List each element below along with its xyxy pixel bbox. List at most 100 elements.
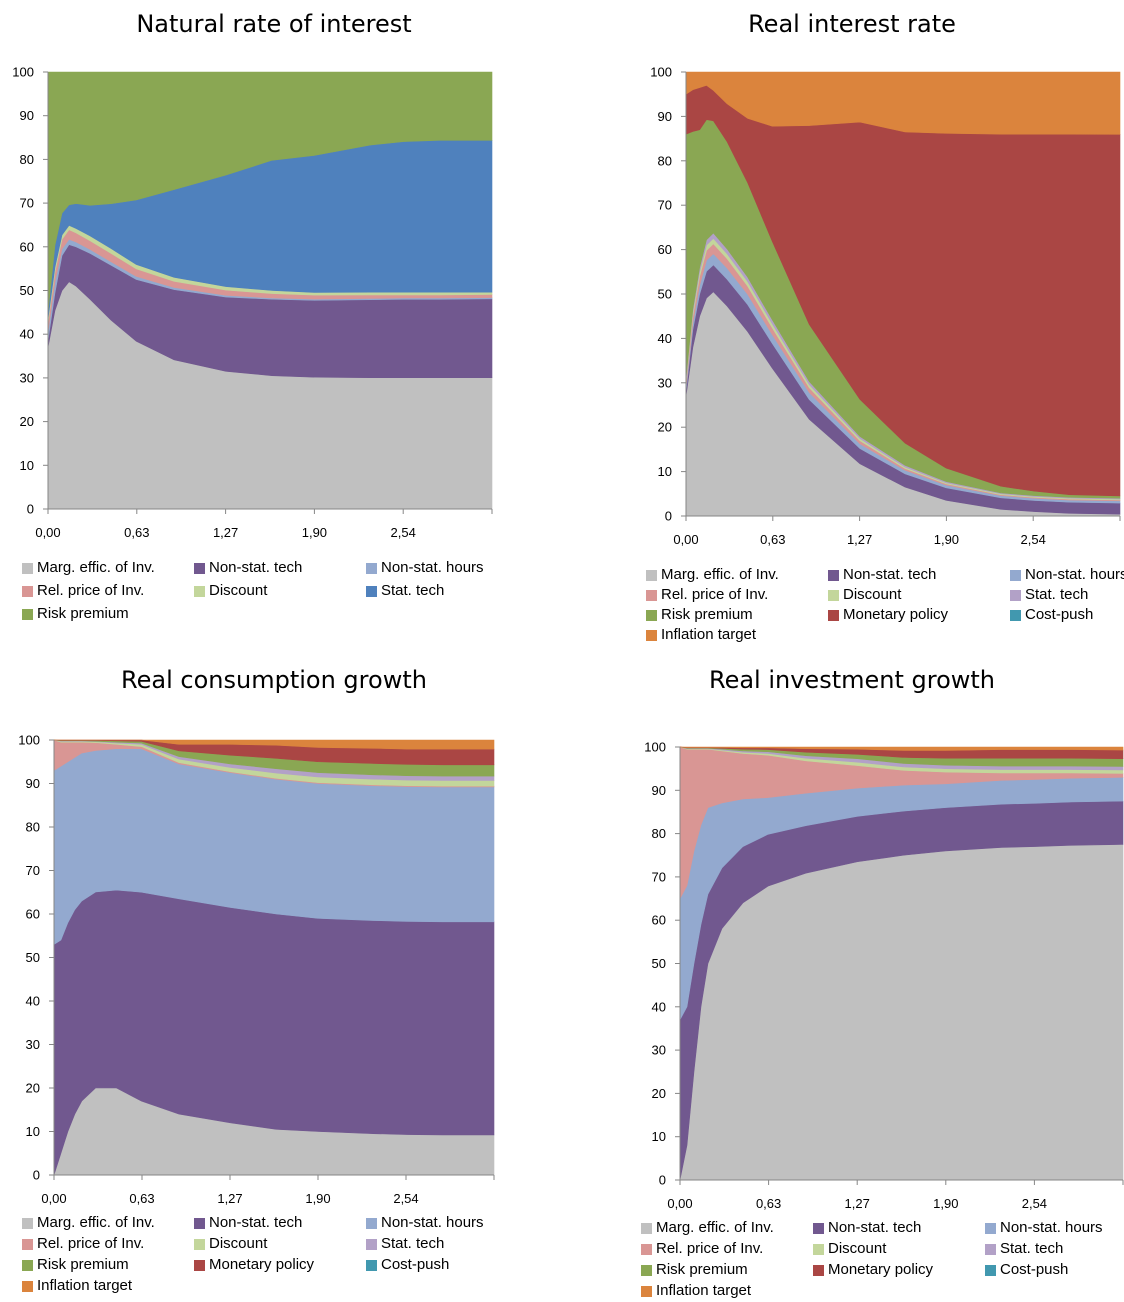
- y-tick-label: 80: [652, 826, 666, 841]
- x-tick-label: 1,27: [845, 1196, 870, 1211]
- legend-label: Non-stat. hours: [381, 1214, 484, 1231]
- legend-item: Marg. effic. of Inv.: [22, 558, 155, 578]
- legend-label: Rel. price of Inv.: [656, 1240, 764, 1257]
- legend-item: Non-stat. hours: [366, 1213, 484, 1233]
- legend-item: Cost-push: [985, 1260, 1068, 1280]
- y-tick-label: 0: [27, 502, 34, 517]
- x-tick-label: 1,27: [217, 1191, 242, 1206]
- legend-label: Inflation target: [656, 1282, 752, 1299]
- legend-item: Stat. tech: [1010, 585, 1088, 605]
- legend-swatch: [646, 569, 657, 581]
- x-tick-label: 0,00: [35, 525, 60, 540]
- legend-item: Discount: [813, 1239, 886, 1259]
- legend-item: Discount: [194, 581, 267, 601]
- legend-label: Stat. tech: [1025, 586, 1089, 603]
- y-tick-label: 30: [652, 1043, 666, 1058]
- y-tick-label: 50: [26, 950, 40, 965]
- legend-swatch: [366, 562, 377, 574]
- legend-item: Inflation target: [646, 625, 756, 645]
- legend-swatch: [22, 1238, 33, 1250]
- legend-swatch: [985, 1222, 996, 1234]
- legend-item: Non-stat. tech: [194, 1213, 302, 1233]
- legend-swatch: [22, 1259, 33, 1271]
- legend-label: Marg. effic. of Inv.: [656, 1219, 774, 1236]
- y-tick-label: 80: [20, 152, 34, 167]
- x-tick-label: 1,90: [305, 1191, 330, 1206]
- x-tick-label: 0,63: [756, 1196, 781, 1211]
- y-tick-label: 40: [658, 331, 672, 346]
- y-tick-label: 0: [659, 1173, 666, 1188]
- legend-item: Inflation target: [22, 1276, 132, 1296]
- y-tick-label: 40: [26, 994, 40, 1009]
- y-tick-label: 60: [20, 239, 34, 254]
- x-tick-label: 2,54: [393, 1191, 418, 1206]
- legend-swatch: [22, 562, 33, 574]
- legend-item: Discount: [194, 1234, 267, 1254]
- legend-item: Rel. price of Inv.: [22, 1234, 144, 1254]
- chart-title: Natural rate of interest: [136, 10, 412, 38]
- y-tick-label: 0: [33, 1168, 40, 1183]
- y-tick-label: 60: [26, 907, 40, 922]
- y-tick-label: 20: [652, 1086, 666, 1101]
- legend-swatch: [828, 589, 839, 601]
- legend-swatch: [985, 1264, 996, 1276]
- legend-swatch: [194, 1238, 205, 1250]
- y-tick-label: 20: [658, 420, 672, 435]
- legend-label: Marg. effic. of Inv.: [661, 566, 779, 583]
- y-tick-label: 70: [658, 198, 672, 213]
- y-tick-label: 10: [658, 464, 672, 479]
- y-tick-label: 80: [26, 820, 40, 835]
- legend-swatch: [194, 1259, 205, 1271]
- y-tick-label: 20: [26, 1081, 40, 1096]
- legend-item: Cost-push: [1010, 605, 1093, 625]
- y-tick-label: 70: [652, 869, 666, 884]
- x-tick-label: 0,00: [41, 1191, 66, 1206]
- chart-panel-real-interest-rate: Real interest rate 0 10 20 30 40 50 60 70 80 90 10…: [580, 0, 1124, 650]
- legend-label: Risk premium: [37, 1256, 129, 1273]
- x-tick-label: 1,90: [933, 1196, 958, 1211]
- y-tick-label: 100: [644, 740, 666, 755]
- legend-label: Marg. effic. of Inv.: [37, 1214, 155, 1231]
- y-tick-label: 30: [658, 375, 672, 390]
- y-tick-label: 90: [20, 108, 34, 123]
- legend-label: Stat. tech: [381, 582, 445, 599]
- legend-item: Non-stat. hours: [1010, 565, 1124, 585]
- x-tick-label: 1,27: [213, 525, 238, 540]
- legend-item: Cost-push: [366, 1255, 449, 1275]
- x-tick-label: 0,63: [129, 1191, 154, 1206]
- legend-label: Monetary policy: [209, 1256, 315, 1273]
- legend-item: Stat. tech: [366, 1234, 444, 1254]
- legend-label: Discount: [828, 1240, 887, 1257]
- legend-swatch: [646, 609, 657, 621]
- chart-title: Real investment growth: [708, 666, 996, 694]
- chart-panel-natural-rate: Natural rate of interest 0 10 20 30 40 50 60 70…: [0, 0, 520, 640]
- y-tick-label: 10: [26, 1124, 40, 1139]
- x-tick-label: 2,54: [1022, 1196, 1047, 1211]
- legend-label: Discount: [843, 586, 902, 603]
- legend-label: Rel. price of Inv.: [37, 1235, 145, 1252]
- legend-item: Discount: [828, 585, 901, 605]
- legend-label: Rel. price of Inv.: [37, 582, 145, 599]
- y-tick-label: 50: [20, 283, 34, 298]
- legend-label: Risk premium: [656, 1261, 748, 1278]
- legend-label: Discount: [209, 582, 268, 599]
- y-tick-label: 0: [665, 509, 672, 524]
- legend-label: Non-stat. tech: [209, 1214, 303, 1231]
- legend-swatch: [366, 1238, 377, 1250]
- chart-title: Real interest rate: [748, 10, 956, 38]
- legend-swatch: [813, 1243, 824, 1255]
- legend-swatch: [828, 569, 839, 581]
- legend-item: Stat. tech: [366, 581, 444, 601]
- legend-label: Non-stat. hours: [1000, 1219, 1103, 1236]
- legend-item: Monetary policy: [194, 1255, 314, 1275]
- legend-label: Rel. price of Inv.: [661, 586, 769, 603]
- y-tick-label: 50: [658, 287, 672, 302]
- y-tick-label: 70: [20, 196, 34, 211]
- chart-panel-real-consumption-growth: Real consumption growth 0 10 20 30 40 50 60 70 8…: [0, 660, 520, 1302]
- legend-label: Discount: [209, 1235, 268, 1252]
- legend-swatch: [1010, 569, 1021, 581]
- legend-item: Inflation target: [641, 1281, 751, 1301]
- legend-item: Monetary policy: [828, 605, 948, 625]
- legend-item: Marg. effic. of Inv.: [646, 565, 779, 585]
- legend-label: Stat. tech: [1000, 1240, 1064, 1257]
